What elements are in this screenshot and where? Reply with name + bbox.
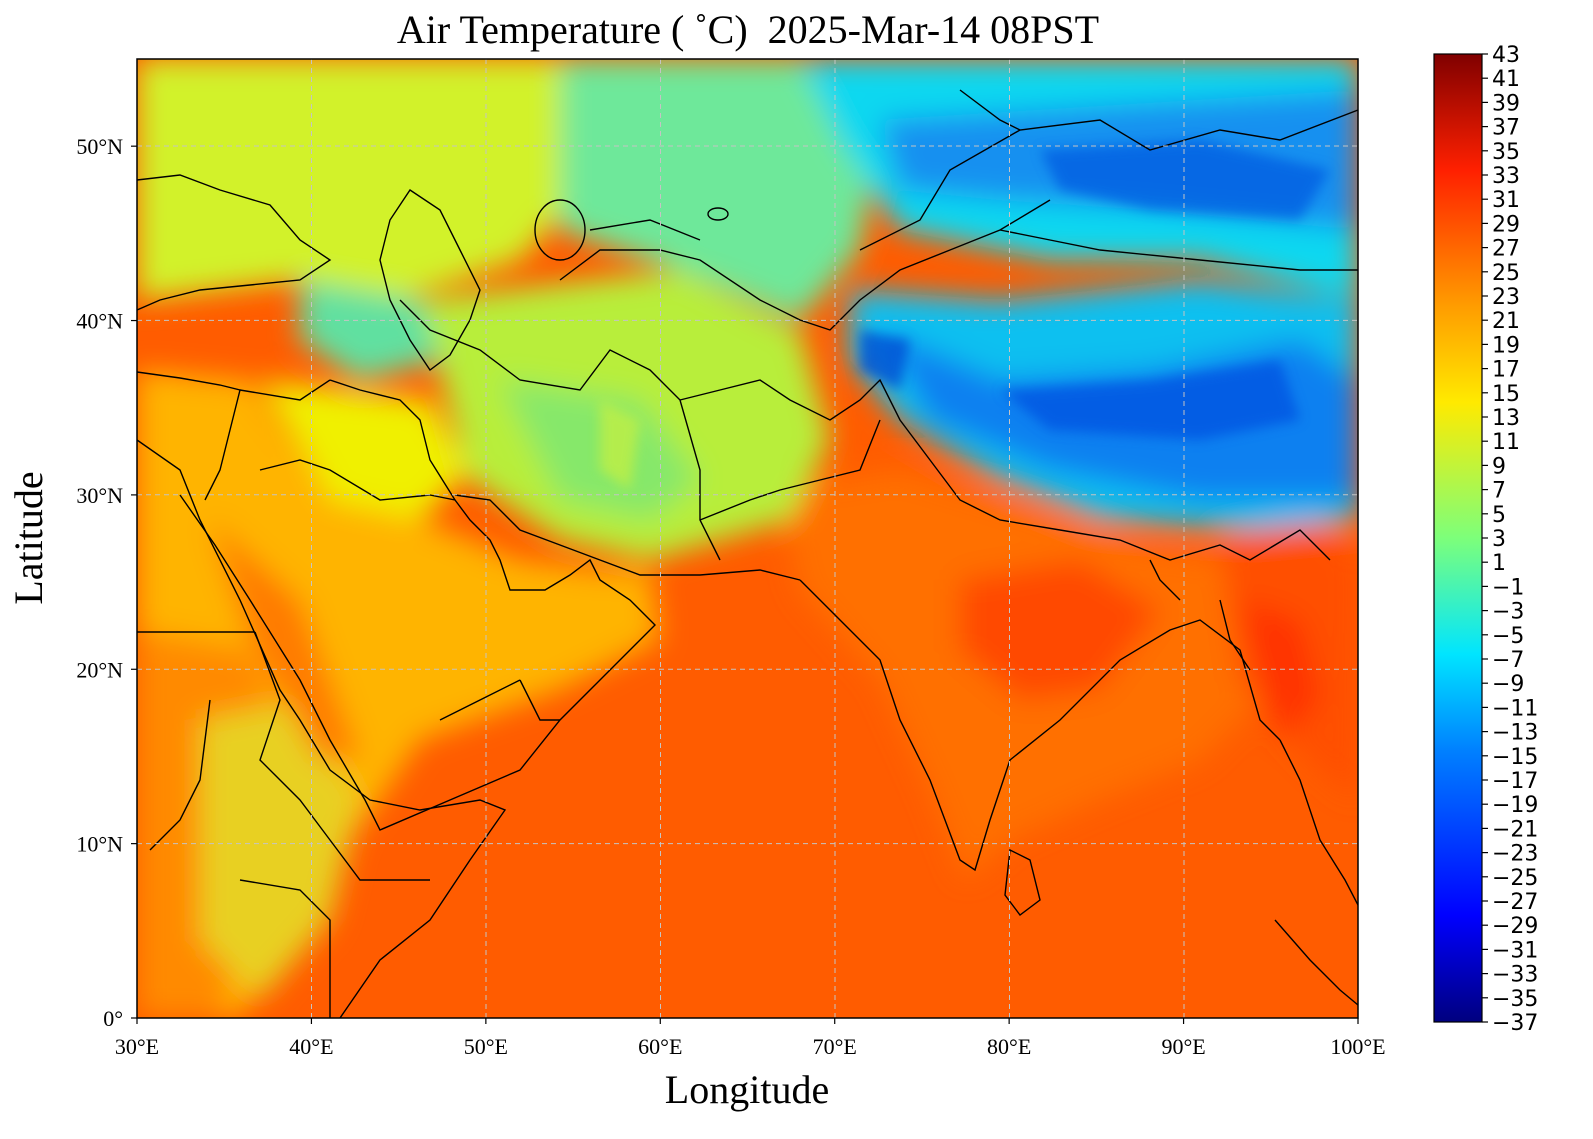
colorbar-tick-label: −15: [1492, 745, 1538, 770]
colorbar-tick-label: −17: [1492, 769, 1538, 794]
colorbar-tick-label: 29: [1492, 212, 1520, 237]
colorbar-tick-label: 35: [1492, 140, 1520, 165]
x-tick-label: 60°E: [638, 1034, 682, 1059]
colorbar-tick-label: 17: [1492, 358, 1520, 383]
colorbar-tick-label: 1: [1492, 551, 1506, 576]
colorbar-tick-label: −37: [1492, 1011, 1538, 1036]
colorbar-tick-label: 27: [1492, 237, 1520, 262]
colorbar-tick-label: −13: [1492, 721, 1538, 746]
colorbar-tick-label: −21: [1492, 817, 1538, 842]
colorbar-tick-label: −31: [1492, 938, 1538, 963]
colorbar-tick-label: −11: [1492, 696, 1538, 721]
colorbar-tick-label: 11: [1492, 430, 1520, 455]
colorbar-tick-label: −23: [1492, 842, 1538, 867]
y-axis-ticks: 0° 10°N 20°N 30°N 40°N 50°N: [76, 134, 137, 1031]
colorbar-tick-label: 5: [1492, 503, 1506, 528]
colorbar-tick-label: 21: [1492, 309, 1520, 334]
colorbar-tick-label: −27: [1492, 890, 1538, 915]
colorbar-tick-label: 37: [1492, 116, 1520, 141]
colorbar-tick-label: −25: [1492, 866, 1538, 891]
colorbar-tick-label: 13: [1492, 406, 1520, 431]
graticule: [137, 59, 1358, 1018]
colorbar-ticks: 434139373533312927252321191715131197531−…: [1482, 43, 1538, 1036]
colorbar-tick-label: 23: [1492, 285, 1520, 310]
colorbar-tick-label: −3: [1492, 600, 1524, 625]
colorbar-tick-label: −1: [1492, 575, 1524, 600]
x-tick-label: 50°E: [464, 1034, 508, 1059]
y-tick-label: 50°N: [76, 134, 123, 159]
colorbar: [1433, 53, 1483, 1023]
y-tick-label: 20°N: [76, 657, 123, 682]
y-tick-label: 10°N: [76, 832, 123, 857]
colorbar-tick-label: −29: [1492, 914, 1538, 939]
colorbar-tick-label: 33: [1492, 164, 1520, 189]
colorbar-tick-label: 7: [1492, 479, 1506, 504]
colorbar-tick-label: 9: [1492, 454, 1506, 479]
colorbar-tick-label: −19: [1492, 793, 1538, 818]
colorbar-tick-label: 19: [1492, 333, 1520, 358]
colorbar-tick-label: −5: [1492, 624, 1524, 649]
y-tick-label: 0°: [103, 1006, 123, 1031]
colorbar-tick-label: 25: [1492, 261, 1520, 286]
colorbar-tick-label: −33: [1492, 963, 1538, 988]
coastlines-borders: [137, 89, 1358, 1018]
colorbar-tick-label: 31: [1492, 188, 1520, 213]
x-tick-label: 80°E: [987, 1034, 1031, 1059]
x-axis-label: Longitude: [665, 1067, 829, 1112]
colorbar-tick-label: −9: [1492, 672, 1524, 697]
colorbar-tick-label: 3: [1492, 527, 1506, 552]
x-tick-label: 100°E: [1330, 1034, 1385, 1059]
colorbar-tick-label: 15: [1492, 382, 1520, 407]
colorbar-tick-label: 43: [1492, 43, 1520, 68]
colorbar-tick-label: −7: [1492, 648, 1524, 673]
x-tick-label: 30°E: [115, 1034, 159, 1059]
x-axis-ticks: 30°E 40°E 50°E 60°E 70°E 80°E 90°E 100°E: [115, 1018, 1386, 1059]
map-frame: [136, 58, 1359, 1019]
y-axis-label: Latitude: [6, 471, 51, 604]
colorbar-tick-label: 39: [1492, 91, 1520, 116]
y-tick-label: 30°N: [76, 483, 123, 508]
y-tick-label: 40°N: [76, 309, 123, 334]
temperature-field: [137, 59, 1358, 1018]
x-tick-label: 90°E: [1161, 1034, 1205, 1059]
colorbar-tick-label: −35: [1492, 987, 1538, 1012]
x-tick-label: 70°E: [813, 1034, 857, 1059]
map-title: Air Temperature ( ˚C) 2025-Mar-14 08PST: [396, 7, 1100, 52]
colorbar-tick-label: 41: [1492, 67, 1520, 92]
x-tick-label: 40°E: [289, 1034, 333, 1059]
